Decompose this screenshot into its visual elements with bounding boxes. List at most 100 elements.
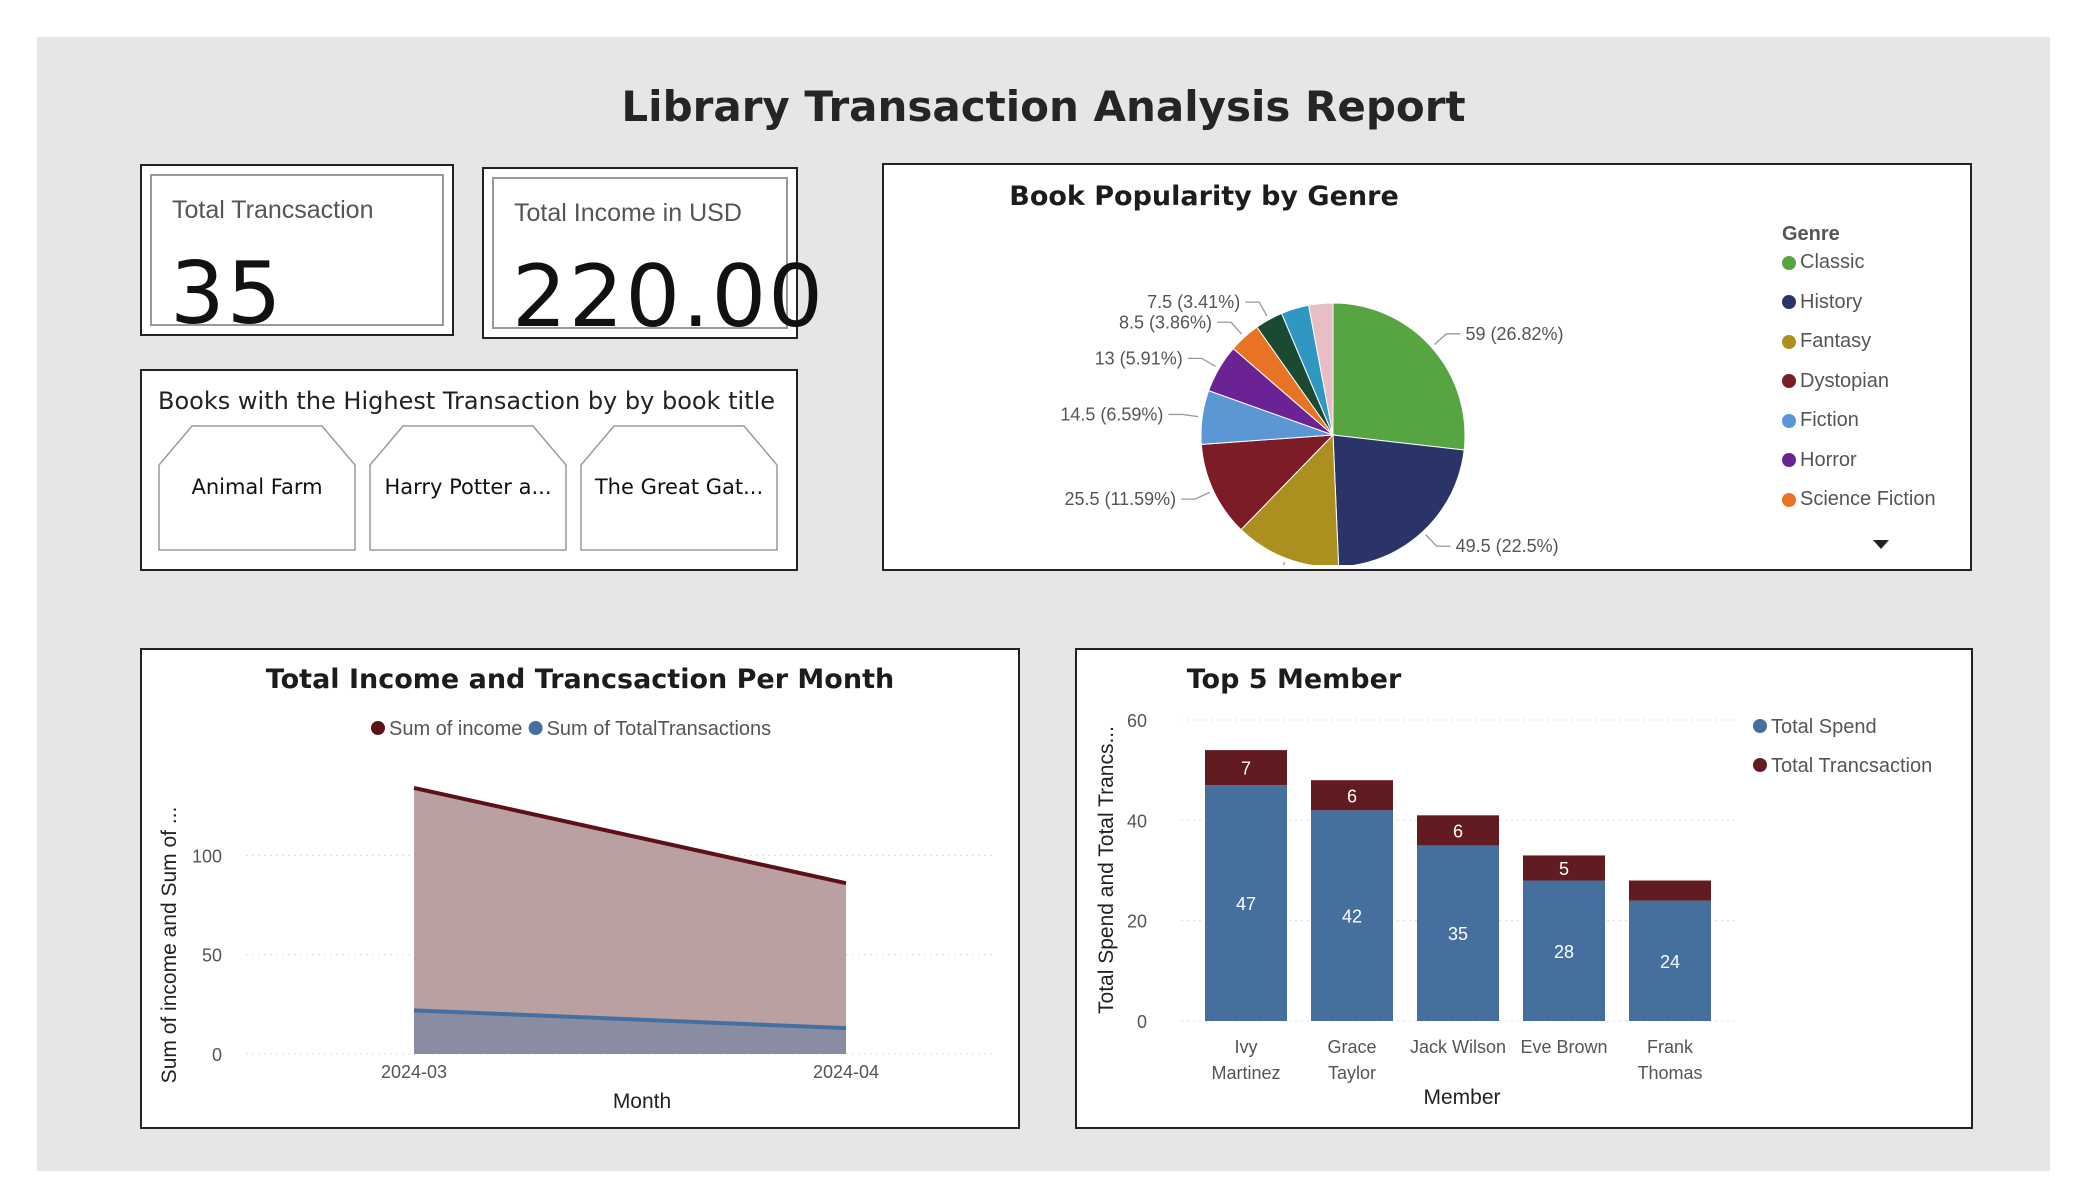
legend-label: Classic: [1800, 251, 1865, 273]
area-chart-title: Total Income and Trancsaction Per Month: [265, 664, 895, 695]
bar-segment[interactable]: [1311, 780, 1393, 811]
legend-title: Genre: [1782, 223, 1840, 245]
pie-slice[interactable]: [1240, 433, 1340, 565]
series-line[interactable]: [413, 1008, 847, 1031]
legend-marker: [371, 721, 385, 735]
book-tile[interactable]: The Great Gat...: [580, 425, 778, 551]
legend-marker: [528, 721, 543, 735]
leader-line: [1434, 333, 1461, 345]
bar-data-label: 7: [1241, 759, 1251, 779]
series-line[interactable]: [413, 785, 847, 886]
kpi-card-total-income[interactable]: Total Income in USD 220.00: [482, 167, 823, 347]
legend-label: Science Fiction: [1800, 488, 1936, 510]
pie-slice[interactable]: [1200, 434, 1335, 531]
book-title: Animal Farm: [191, 475, 323, 499]
leader-line: [1245, 301, 1268, 317]
bar-segment[interactable]: [1417, 845, 1499, 1021]
report-title: Library Transaction Analysis Report: [621, 82, 1466, 131]
x-tick-label: Eve Brown: [1520, 1037, 1607, 1057]
genre-legend: Genre Classic History Fantasy Dystopian Fict…: [884, 165, 1970, 569]
legend-label: History: [1800, 290, 1863, 313]
y-tick-label: 100: [192, 846, 222, 866]
slice-data-label: 8.5 (3.86%): [1119, 312, 1212, 332]
legend-label: Dystopian: [1800, 369, 1889, 392]
legend-label: Fantasy: [1800, 330, 1872, 352]
genre-pie-chart[interactable]: 59 (26.82%)49.5 (22.5%)28.5 (12.95%)25.5…: [884, 185, 1764, 565]
bar-segment[interactable]: [1523, 880, 1605, 1021]
book-title: The Great Gat...: [594, 475, 764, 499]
book-tile[interactable]: Animal Farm: [158, 425, 356, 551]
tile-shape: [369, 425, 567, 551]
book-tile[interactable]: Harry Potter a...: [369, 425, 567, 551]
legend-item[interactable]: Science Fiction: [1782, 488, 1936, 511]
bar-data-label: 28: [1554, 942, 1574, 962]
leader-line: [1187, 357, 1216, 368]
legend-marker: [1753, 719, 1767, 733]
kpi-value: 35: [170, 244, 284, 344]
bar-segment[interactable]: [1205, 750, 1287, 786]
bar-data-label: 24: [1660, 952, 1680, 972]
top-members-card: Top 5 Member 0 20 40 60 47 7 Ivy Martinez 42 6 Gra…: [1075, 648, 1973, 1129]
kpi-card-total-transactions[interactable]: Total Trancsaction 35: [140, 164, 454, 344]
kpi-label: Total Trancsaction: [172, 196, 374, 224]
top-members-bar-chart[interactable]: 0 20 40 60 47 7 Ivy Martinez 42 6 Grace Taylor 35 6 Ja…: [1077, 650, 1971, 1127]
x-tick-label: Jack Wilson: [1410, 1037, 1506, 1057]
slice-data-label: 13 (5.91%): [1095, 348, 1183, 368]
y-tick-label: 40: [1127, 811, 1147, 831]
x-tick-label: Grace Taylor: [1327, 1037, 1376, 1083]
slice-data-label: 59 (26.82%): [1465, 324, 1563, 344]
y-tick-label: 50: [202, 946, 222, 966]
pie-slice[interactable]: [1332, 434, 1465, 565]
legend-item[interactable]: Fantasy: [1782, 330, 1871, 353]
bar-segment[interactable]: [1205, 785, 1287, 1021]
legend-marker: [1782, 492, 1796, 507]
bar-segment[interactable]: [1311, 810, 1393, 1021]
leader-line: [1425, 534, 1451, 547]
report-canvas: Library Transaction Analysis Report Tota…: [37, 37, 2050, 1171]
bar-data-label: 6: [1347, 786, 1357, 806]
legend-label: Total Spend: [1771, 716, 1877, 738]
bar-data-label: 5: [1559, 859, 1569, 879]
bar-segment[interactable]: [1629, 880, 1711, 901]
bar-data-label: 35: [1448, 924, 1468, 944]
x-tick-label: 2024-03: [381, 1062, 447, 1082]
legend-marker: [1782, 453, 1796, 467]
bar-segment[interactable]: [1523, 855, 1605, 881]
bar-data-label: 47: [1236, 894, 1256, 914]
legend-label: Total Trancsaction: [1771, 755, 1932, 777]
leader-line: [1168, 413, 1199, 418]
y-tick-label: 60: [1127, 711, 1147, 731]
legend-label: Sum of income: [389, 718, 522, 740]
legend-marker: [1782, 255, 1796, 270]
x-tick-label: Ivy Martinez: [1211, 1037, 1280, 1083]
legend-item[interactable]: Fiction: [1782, 409, 1859, 432]
genre-pie-card: Book Popularity by Genre 59 (26.82%) 49.5…: [882, 163, 1972, 571]
legend-item[interactable]: Dystopian: [1782, 370, 1889, 393]
income-area-card: Total Income and Trancsaction Per Month …: [140, 648, 1020, 1129]
slice-data-label: 49.5 (22.5%): [1456, 536, 1559, 556]
x-tick-label: 2024-04: [813, 1062, 879, 1082]
bar-segment[interactable]: [1629, 900, 1711, 1021]
legend-item[interactable]: Horror: [1782, 449, 1857, 472]
legend-item[interactable]: History: [1782, 291, 1862, 314]
bar-chart-title: Top 5 Member: [1186, 664, 1402, 695]
series-area: [414, 787, 846, 1054]
top-books-card: Books with the Highest Transaction by by…: [140, 369, 798, 571]
legend-label: Fiction: [1800, 409, 1859, 431]
tile-shape: [158, 425, 356, 551]
y-tick-label: 0: [1137, 1012, 1147, 1032]
legend-marker: [1782, 413, 1796, 428]
y-axis-title: Total Spend and Total Trancs...: [1095, 726, 1118, 1014]
legend-marker: [1753, 758, 1767, 772]
income-area-chart[interactable]: 0 50 100 2024-03 2024-04 Month Sum of income a…: [142, 650, 1018, 1127]
x-tick-label: Frank Thomas: [1637, 1037, 1702, 1083]
legend-label: Horror: [1800, 448, 1857, 471]
caret-down-icon[interactable]: [1872, 539, 1890, 551]
pie-slice[interactable]: [1308, 302, 1334, 436]
legend-item[interactable]: Classic: [1782, 251, 1864, 274]
bar-segment[interactable]: [1417, 815, 1499, 846]
slice-data-label: 7.5 (3.41%): [1147, 292, 1240, 312]
bar-data-label: 6: [1453, 821, 1463, 841]
y-axis-title: Sum of income and Sum of ...: [158, 807, 181, 1084]
pie-slice[interactable]: [1332, 302, 1466, 451]
